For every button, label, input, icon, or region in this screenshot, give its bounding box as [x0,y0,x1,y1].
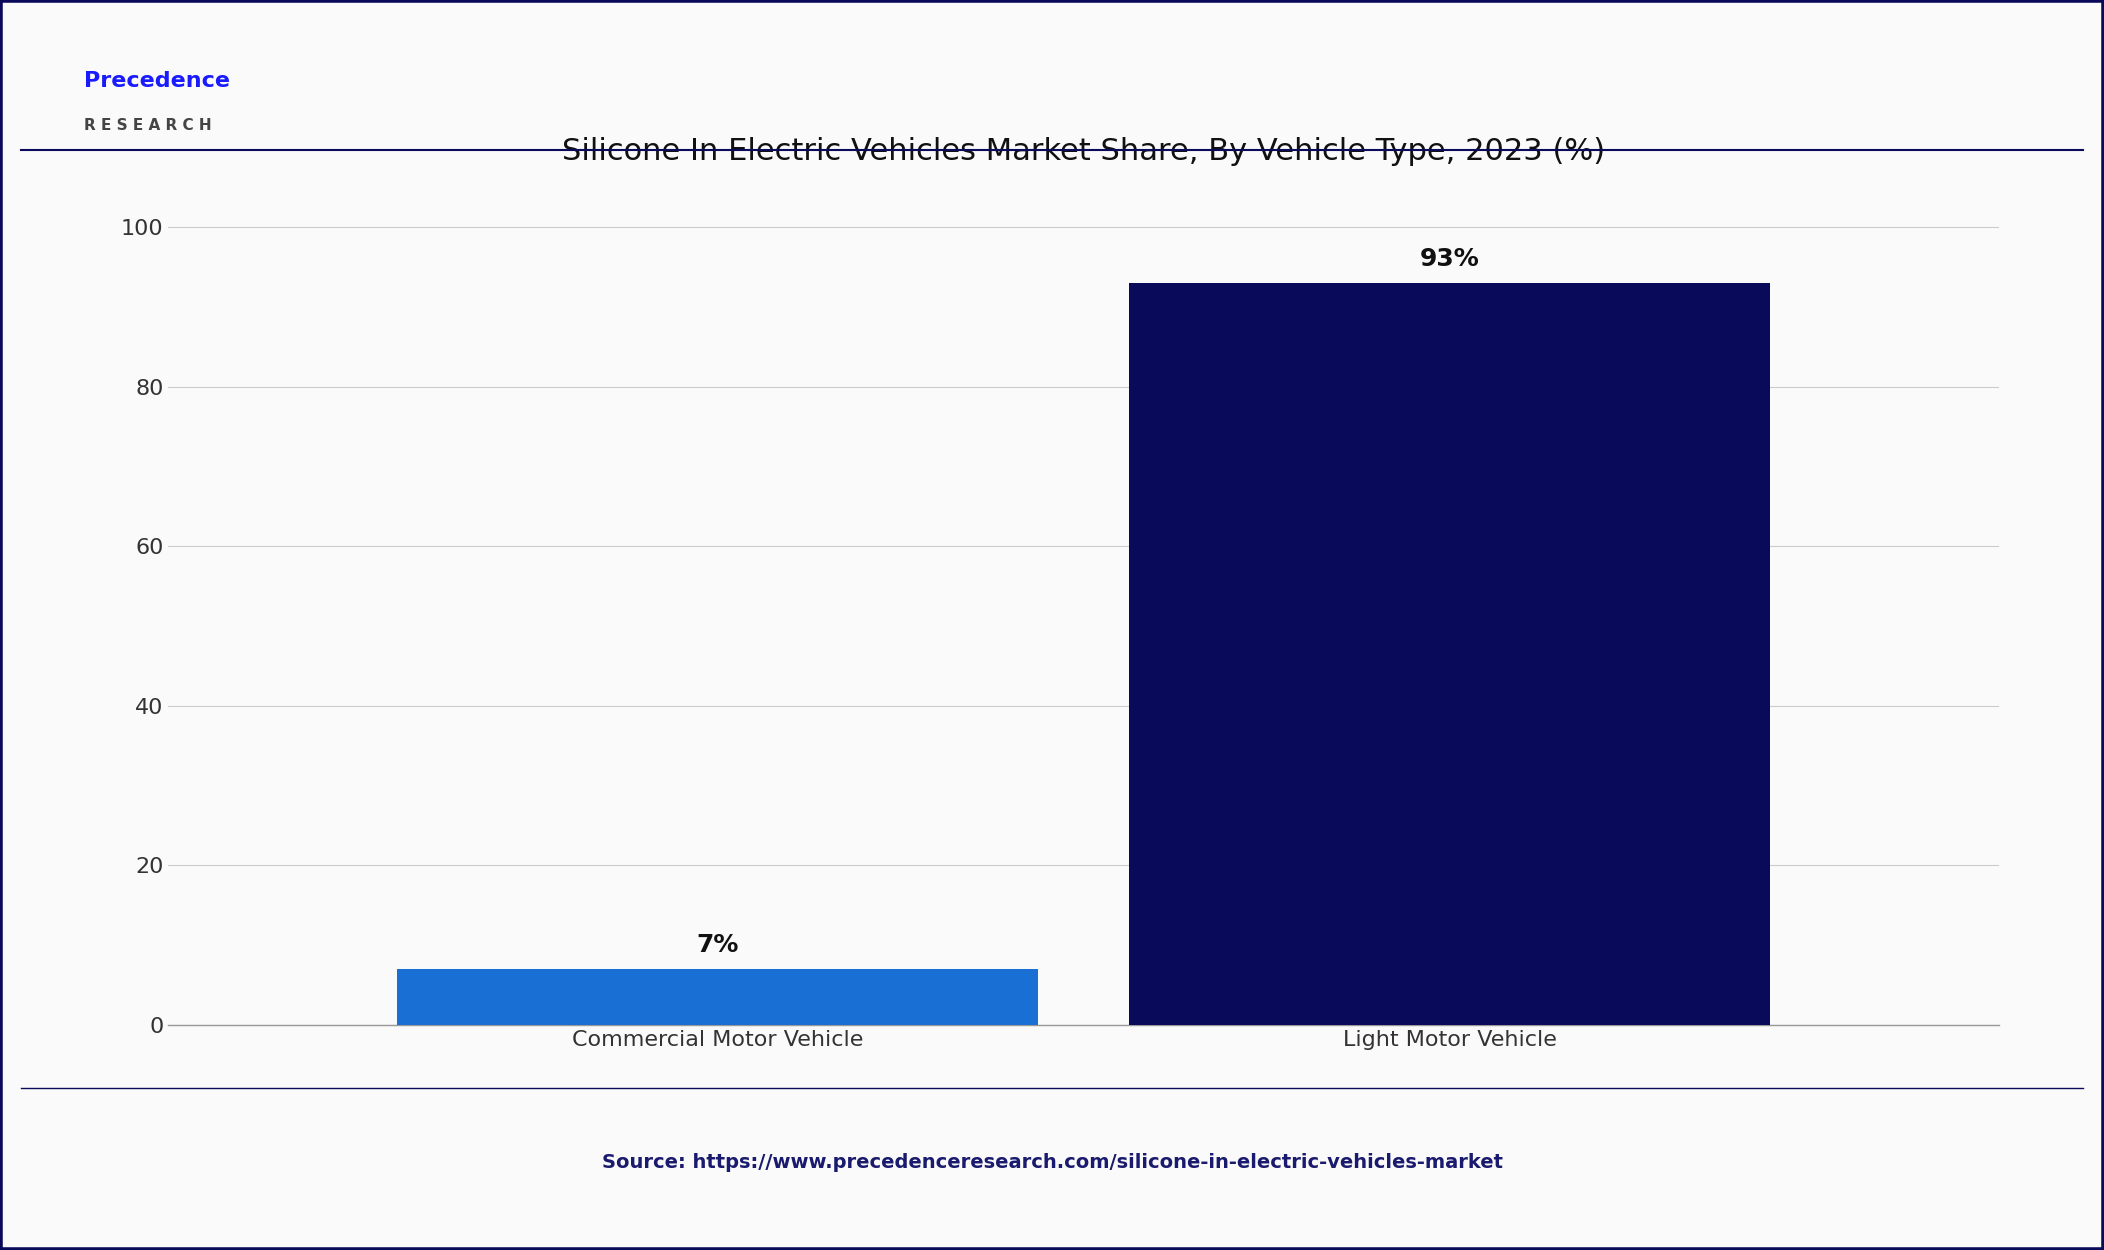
Text: R E S E A R C H: R E S E A R C H [84,118,213,132]
Text: Precedence: Precedence [84,71,229,91]
Text: Source: https://www.precedenceresearch.com/silicone-in-electric-vehicles-market: Source: https://www.precedenceresearch.c… [602,1152,1502,1172]
Text: 93%: 93% [1420,248,1479,271]
Bar [398,969,1037,1025]
Bar [1130,284,1769,1025]
Text: 7%: 7% [696,934,739,958]
Title: Silicone In Electric Vehicles Market Share, By Vehicle Type, 2023 (%): Silicone In Electric Vehicles Market Sha… [562,136,1605,166]
